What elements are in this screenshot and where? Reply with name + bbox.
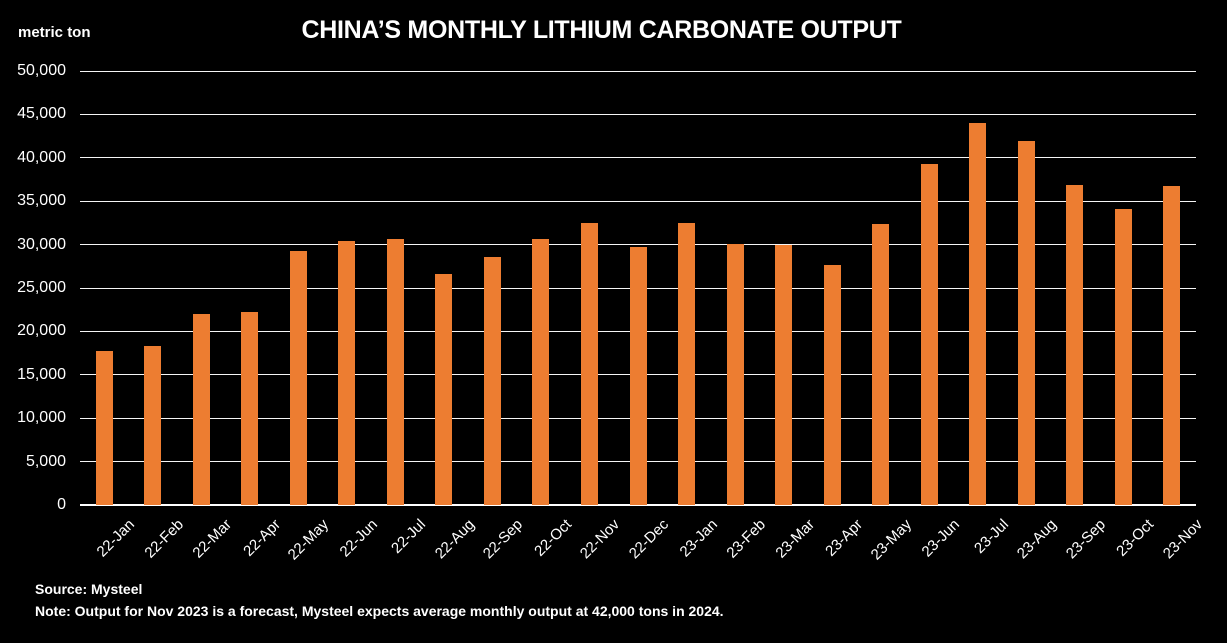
y-tick-label: 0 <box>57 496 66 513</box>
y-tick-label: 40,000 <box>17 148 66 166</box>
y-axis-unit-label: metric ton <box>18 24 91 41</box>
bar-23-Mar <box>775 244 793 505</box>
bar-23-Sep <box>1066 184 1084 505</box>
y-tick-label: 5,000 <box>25 452 66 470</box>
bar-22-May <box>289 250 307 505</box>
bar-22-Feb <box>144 346 162 505</box>
chart-title: CHINA’S MONTHLY LITHIUM CARBONATE OUTPUT <box>301 16 902 44</box>
bar-23-Oct <box>1114 209 1132 505</box>
bar-22-Aug <box>435 274 453 505</box>
bar-22-Jan <box>95 351 113 505</box>
y-tick-label: 45,000 <box>17 105 66 123</box>
source-text: Source: Mysteel <box>35 581 143 597</box>
bar-22-Apr <box>241 312 259 505</box>
plot-area <box>80 70 1196 506</box>
bar-23-Jan <box>678 222 696 505</box>
bar-23-Aug <box>1017 141 1035 505</box>
x-axis: 22-Jan 22-Feb 22-Mar 22-Apr 22-May 22-Jun 22-J… <box>80 507 1206 577</box>
bar-22-Nov <box>580 222 598 505</box>
bar-22-Jun <box>338 241 356 505</box>
gridline <box>80 70 1196 72</box>
bar-23-Jul <box>969 123 987 505</box>
y-tick-label: 30,000 <box>17 235 66 253</box>
bar-22-Sep <box>483 256 501 505</box>
bar-23-Apr <box>823 264 841 505</box>
gridline <box>80 113 1196 115</box>
bar-22-Dec <box>629 247 647 505</box>
bar-22-Jul <box>386 239 404 505</box>
bar-23-Feb <box>726 243 744 505</box>
bar-22-Oct <box>532 239 550 505</box>
gridline <box>80 157 1196 159</box>
bar-23-Jun <box>920 163 938 505</box>
bar-23-May <box>872 223 890 505</box>
y-tick-label: 20,000 <box>17 322 66 340</box>
bar-22-Mar <box>192 314 210 505</box>
y-tick-label: 35,000 <box>17 192 66 210</box>
y-tick-label: 50,000 <box>17 62 66 79</box>
bar-23-Nov <box>1163 186 1181 505</box>
note-text: Note: Output for Nov 2023 is a forecast,… <box>35 603 724 619</box>
x-axis-line <box>80 504 1196 506</box>
gridline <box>80 200 1196 202</box>
gridline <box>80 244 1196 246</box>
y-tick-label: 10,000 <box>17 409 66 427</box>
y-axis: 0 5,000 10,000 15,000 20,000 25,000 30,000 35,0… <box>0 62 66 513</box>
y-tick-label: 15,000 <box>17 365 66 383</box>
y-tick-label: 25,000 <box>17 279 66 296</box>
